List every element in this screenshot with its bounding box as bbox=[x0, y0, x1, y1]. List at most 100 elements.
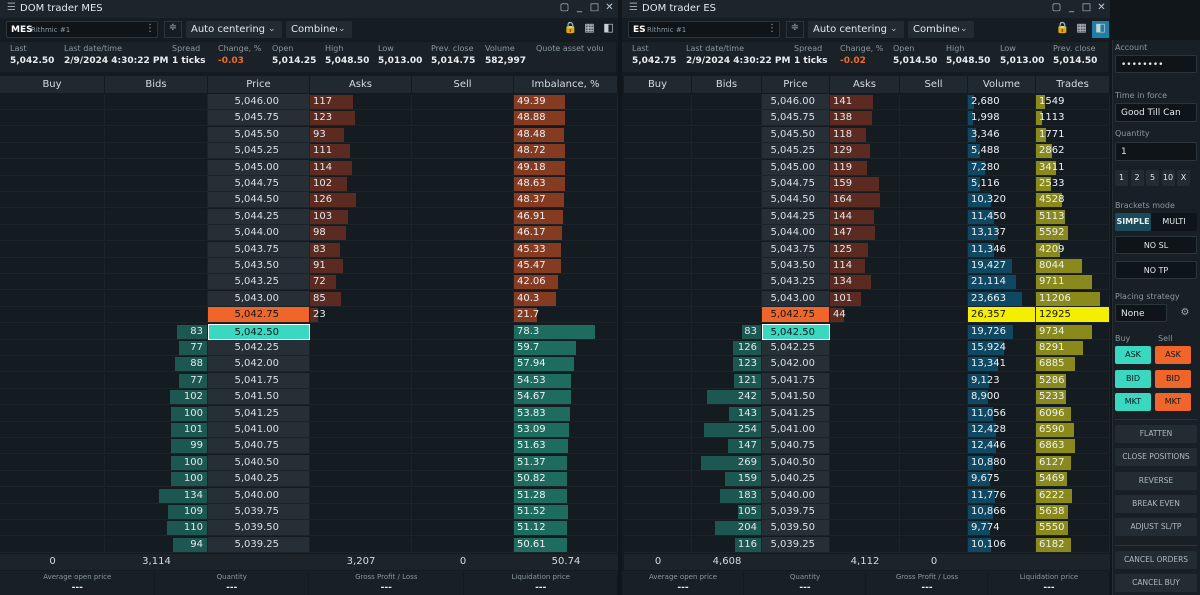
footer-value: --- bbox=[799, 583, 811, 593]
quick-quantity[interactable]: 5 bbox=[1146, 170, 1159, 186]
buy-button[interactable]: ASK bbox=[1115, 346, 1151, 364]
symbol-selector[interactable]: MES Rithmic #1 ⋮ bbox=[6, 21, 158, 38]
volume-value: 11,450 bbox=[971, 210, 1006, 222]
imbalance-value: 21.7 bbox=[517, 309, 540, 321]
brackets-mode[interactable]: SIMPLE bbox=[1115, 213, 1151, 231]
settings-button[interactable]: ⚙ bbox=[1180, 307, 1190, 318]
imbalance-cell: 45.33 bbox=[514, 241, 618, 258]
account-input[interactable]: •••••••• bbox=[1115, 55, 1197, 73]
quick-quantity[interactable]: 2 bbox=[1130, 170, 1144, 186]
sell-button[interactable]: MKT bbox=[1155, 393, 1191, 411]
bids-cell bbox=[105, 126, 208, 143]
bids-cell bbox=[105, 258, 208, 274]
volume-bar bbox=[968, 95, 975, 109]
toolbar-icon[interactable]: ▦ bbox=[584, 21, 595, 34]
view-dropdown[interactable]: Combined ⌄ bbox=[908, 21, 974, 38]
bid-size: 134 bbox=[183, 489, 203, 501]
imbalance-bar bbox=[514, 390, 571, 405]
volume-cell: 26,357 bbox=[968, 307, 1036, 324]
asks-cell: 144 bbox=[830, 208, 900, 225]
action-button[interactable]: CLOSE POSITIONS bbox=[1115, 448, 1197, 467]
field-label: Quantity bbox=[1115, 129, 1150, 138]
buy-button[interactable]: MKT bbox=[1115, 393, 1151, 411]
window-button[interactable]: ✕ bbox=[1097, 2, 1106, 13]
price: 5,044.75 bbox=[234, 178, 279, 189]
ask-size: 123 bbox=[313, 112, 333, 124]
action-button[interactable]: FLATTEN bbox=[1115, 425, 1197, 443]
window-button[interactable]: ▢ bbox=[1051, 2, 1062, 13]
toolbar-icon[interactable]: ◧ bbox=[603, 21, 614, 34]
window-button[interactable]: □ bbox=[1081, 2, 1092, 13]
trades-bar bbox=[1036, 193, 1062, 208]
tif-select[interactable]: Good Till Can bbox=[1115, 103, 1197, 122]
volume-bar bbox=[968, 242, 994, 257]
centering-icon[interactable]: ≑ bbox=[164, 21, 182, 38]
brackets-mode[interactable]: MULTI bbox=[1151, 213, 1197, 231]
cancel-button[interactable]: CANCEL BUY bbox=[1115, 574, 1197, 592]
stat-label: Last bbox=[632, 44, 649, 53]
total-value: 3,114 bbox=[142, 556, 171, 567]
window-button[interactable]: □ bbox=[589, 2, 600, 13]
no-sl-button[interactable]: NO SL bbox=[1115, 236, 1197, 254]
buy-cell bbox=[0, 274, 105, 291]
centering-icon[interactable]: ≑ bbox=[786, 21, 804, 38]
action-button[interactable]: REVERSE bbox=[1115, 471, 1197, 490]
asks-cell bbox=[830, 389, 900, 406]
centering-dropdown[interactable]: Auto centering ⌄ bbox=[808, 21, 904, 38]
cancel-button[interactable]: CANCEL ORDERS bbox=[1115, 551, 1197, 569]
toolbar-icon[interactable]: ▦ bbox=[1076, 21, 1087, 34]
stat-label: Spread bbox=[794, 44, 823, 53]
bids-cell: 183 bbox=[692, 487, 762, 504]
imbalance-cell: 42.06 bbox=[514, 274, 618, 291]
stat-value: -0.02 bbox=[840, 56, 866, 66]
imbalance-cell: 49.18 bbox=[514, 159, 618, 176]
centering-dropdown[interactable]: Auto centering ⌄ bbox=[186, 21, 282, 38]
sell-button[interactable]: ASK bbox=[1155, 346, 1191, 364]
no-tp-button[interactable]: NO TP bbox=[1115, 261, 1197, 279]
trades-cell: 8044 bbox=[1036, 258, 1110, 274]
imbalance-bar bbox=[514, 505, 568, 519]
buy-cell bbox=[624, 323, 692, 340]
quantity-input[interactable]: 1 bbox=[1115, 142, 1197, 161]
dropdown-text: Auto centering bbox=[813, 24, 888, 35]
imbalance-cell: 40.3 bbox=[514, 290, 618, 307]
window-button[interactable]: _ bbox=[1069, 2, 1074, 13]
quick-quantity[interactable]: 1 bbox=[1115, 170, 1128, 186]
trades-bar bbox=[1036, 357, 1076, 372]
total-value: 0 bbox=[459, 556, 467, 567]
strategy-select[interactable]: None bbox=[1115, 304, 1167, 322]
trades-cell: 1113 bbox=[1036, 110, 1110, 127]
asks-cell: 103 bbox=[310, 208, 412, 225]
bid-bar bbox=[735, 537, 761, 552]
quick-quantity[interactable]: X bbox=[1177, 170, 1190, 186]
trades-value: 8044 bbox=[1039, 260, 1065, 271]
imbalance-value: 54.67 bbox=[517, 391, 546, 403]
symbol-selector[interactable]: ES Rithmic #1 ⋮ bbox=[628, 21, 780, 38]
toolbar-icon[interactable]: 🔒 bbox=[1055, 21, 1070, 34]
action-button[interactable]: ADJUST SL/TP bbox=[1115, 518, 1197, 537]
sell-cell bbox=[900, 176, 968, 192]
view-dropdown[interactable]: Combined ⌄ bbox=[286, 21, 352, 38]
imbalance-value: 46.17 bbox=[517, 227, 546, 239]
price-cell: 5,039.50 bbox=[208, 520, 310, 537]
toolbar-icon[interactable]: 🔒 bbox=[563, 21, 578, 34]
volume-bar bbox=[968, 144, 981, 159]
total-cell: 0 bbox=[0, 554, 105, 570]
sell-cell bbox=[412, 94, 514, 110]
toolbar-icon[interactable]: ◧ bbox=[1092, 21, 1109, 38]
window-button[interactable]: _ bbox=[577, 2, 582, 13]
window-button[interactable]: ✕ bbox=[605, 2, 614, 13]
volume-value: 10,320 bbox=[971, 194, 1006, 206]
price: 5,044.50 bbox=[234, 194, 279, 206]
sell-cell bbox=[412, 290, 514, 307]
sell-button[interactable]: BID bbox=[1155, 369, 1191, 388]
trades-value: 6096 bbox=[1039, 407, 1065, 419]
quick-quantity[interactable]: 10 bbox=[1161, 170, 1175, 186]
bid-bar bbox=[729, 406, 761, 421]
window-button[interactable]: ▢ bbox=[559, 2, 570, 13]
asks-cell bbox=[830, 471, 900, 488]
action-button[interactable]: BREAK EVEN bbox=[1115, 494, 1197, 513]
price-cell: 5,040.00 bbox=[762, 487, 830, 504]
buy-button[interactable]: BID bbox=[1115, 369, 1151, 388]
asks-cell bbox=[830, 520, 900, 537]
